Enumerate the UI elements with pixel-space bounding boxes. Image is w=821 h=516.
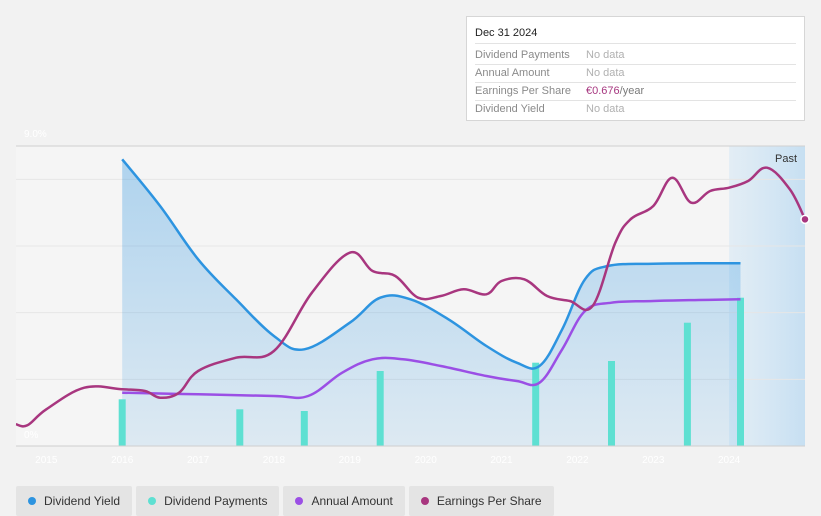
- x-tick-label: 2021: [490, 455, 513, 466]
- tooltip-date: Dec 31 2024: [475, 27, 796, 44]
- legend-label: Earnings Per Share: [436, 494, 542, 508]
- tooltip-label: Annual Amount: [475, 67, 550, 79]
- dividend-payment-bar: [300, 411, 308, 446]
- past-label: Past: [775, 153, 797, 165]
- tooltip-row-dividend-payments: Dividend Payments No data: [475, 47, 796, 65]
- dividend-yield-area: [122, 159, 741, 447]
- tooltip-row-annual-amount: Annual Amount No data: [475, 65, 796, 83]
- x-tick-label: 2023: [642, 455, 665, 466]
- tooltip-value: No data: [586, 67, 625, 79]
- legend-label: Annual Amount: [311, 494, 393, 508]
- legend-dot-icon: [420, 497, 429, 505]
- tooltip-value: No data: [586, 49, 625, 61]
- dividend-payment-bar: [532, 362, 540, 446]
- legend-item-annual-amount[interactable]: Annual Amount: [283, 486, 405, 516]
- eps-end-marker: [800, 214, 810, 225]
- annual-amount-line: [122, 298, 741, 400]
- x-tick-label: 2020: [415, 455, 438, 466]
- legend-item-dividend-yield[interactable]: Dividend Yield: [16, 486, 133, 516]
- dividend-payment-bar: [118, 399, 126, 446]
- x-tick-label: 2024: [718, 455, 741, 466]
- legend-dot-icon: [148, 497, 157, 505]
- legend-item-earnings-per-share[interactable]: Earnings Per Share: [408, 486, 554, 516]
- legend-dot-icon: [295, 497, 304, 505]
- x-tick-label: 2016: [111, 455, 134, 466]
- legend-dot-icon: [28, 497, 36, 505]
- dividend-payment-bar: [608, 361, 615, 446]
- tooltip-panel: Dec 31 2024 Dividend Payments No data An…: [466, 16, 805, 121]
- tooltip-row-dividend-yield: Dividend Yield No data: [475, 101, 796, 118]
- legend-label: Dividend Payments: [164, 494, 268, 508]
- y-axis-top-label: 9.0%: [24, 129, 47, 140]
- dividend-payment-bar: [376, 371, 384, 446]
- chart-canvas: 9.0% 0% Past 2015 2016 2017 2018 2019 2020 202…: [15, 129, 810, 466]
- y-axis-bottom-label: 0%: [24, 430, 39, 441]
- dividend-payment-bar: [236, 409, 244, 446]
- tooltip-row-earnings-per-share: Earnings Per Share €0.676/year: [475, 83, 796, 101]
- tooltip-label: Dividend Payments: [475, 49, 570, 61]
- earnings-per-share-line: [15, 166, 807, 428]
- x-tick-label: 2017: [187, 455, 210, 466]
- dividend-payment-bar: [737, 297, 744, 446]
- tooltip-value: €0.676/year: [586, 83, 644, 100]
- tooltip-label: Earnings Per Share: [475, 85, 571, 97]
- eps-unit: /year: [619, 85, 645, 97]
- x-tick-label: 2015: [35, 455, 58, 466]
- x-tick-label: 2019: [339, 455, 362, 466]
- legend-item-dividend-payments[interactable]: Dividend Payments: [136, 486, 280, 516]
- eps-value: €0.676: [586, 85, 620, 97]
- legend-label: Dividend Yield: [44, 494, 121, 508]
- x-tick-label: 2018: [263, 455, 286, 466]
- tooltip-value: No data: [586, 103, 625, 115]
- tooltip-label: Dividend Yield: [475, 103, 545, 115]
- chart-legend: Dividend Yield Dividend Payments Annual …: [16, 486, 554, 516]
- x-tick-label: 2022: [566, 455, 589, 466]
- dividend-payment-bar: [683, 322, 691, 446]
